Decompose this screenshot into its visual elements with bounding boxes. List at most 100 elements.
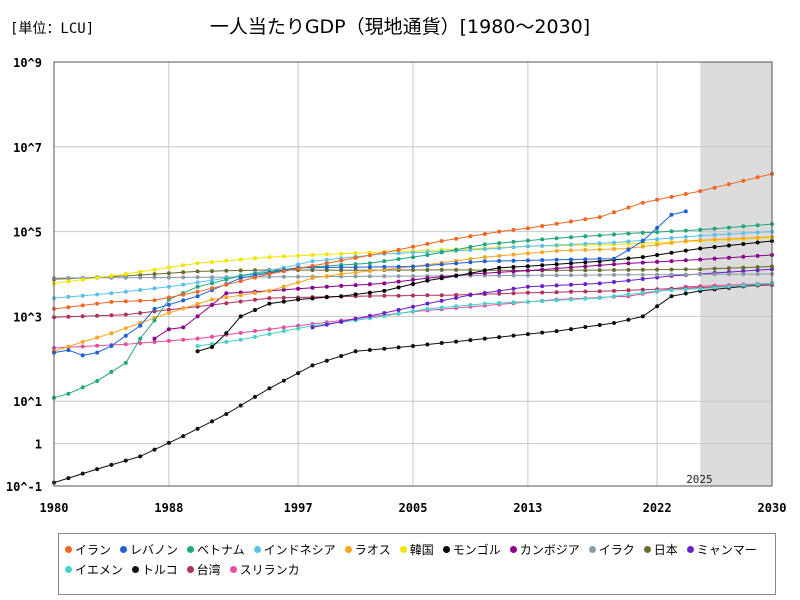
data-point bbox=[353, 316, 358, 321]
data-point bbox=[181, 337, 186, 342]
x-tick-label: 2005 bbox=[399, 501, 428, 515]
data-point bbox=[554, 236, 559, 241]
legend-item: レバノン bbox=[120, 539, 178, 559]
data-point bbox=[224, 268, 229, 273]
legend-item: ミャンマー bbox=[686, 539, 757, 559]
data-point bbox=[253, 308, 257, 312]
data-point bbox=[138, 311, 143, 315]
data-point bbox=[123, 342, 128, 347]
data-point bbox=[726, 272, 731, 277]
data-point bbox=[396, 345, 401, 350]
data-point bbox=[569, 261, 573, 266]
data-point bbox=[396, 251, 401, 256]
data-point bbox=[66, 348, 71, 353]
data-point bbox=[583, 282, 588, 287]
data-point bbox=[195, 289, 200, 294]
data-point bbox=[626, 256, 631, 261]
legend-label: イエメン bbox=[75, 562, 123, 577]
data-point bbox=[324, 284, 329, 289]
data-point bbox=[683, 209, 688, 214]
data-point bbox=[181, 325, 186, 330]
data-point bbox=[210, 281, 214, 286]
data-point bbox=[181, 292, 186, 297]
data-point bbox=[640, 244, 645, 249]
data-point bbox=[583, 264, 588, 269]
data-point bbox=[482, 336, 487, 341]
data-point bbox=[669, 240, 674, 245]
data-point bbox=[353, 255, 358, 260]
data-point bbox=[569, 289, 573, 294]
data-point bbox=[181, 282, 186, 287]
data-point bbox=[755, 253, 760, 258]
data-point bbox=[224, 291, 229, 296]
data-point bbox=[741, 178, 746, 183]
data-point bbox=[267, 386, 272, 391]
data-point bbox=[367, 294, 372, 298]
data-point bbox=[80, 385, 85, 390]
data-point bbox=[525, 284, 530, 289]
data-point bbox=[353, 262, 358, 267]
data-point bbox=[80, 277, 85, 282]
legend-item: イラン bbox=[65, 539, 111, 559]
data-point bbox=[626, 272, 631, 277]
data-point bbox=[324, 295, 329, 300]
data-point bbox=[726, 225, 731, 230]
data-point bbox=[253, 268, 257, 273]
data-point bbox=[166, 302, 171, 307]
data-point bbox=[482, 255, 487, 260]
data-point bbox=[525, 268, 530, 273]
data-point bbox=[554, 283, 559, 288]
data-point bbox=[181, 263, 186, 268]
data-point bbox=[569, 235, 573, 240]
data-point bbox=[468, 260, 473, 265]
data-point bbox=[741, 265, 746, 270]
data-point bbox=[296, 323, 301, 328]
legend-marker bbox=[65, 565, 72, 573]
data-point bbox=[683, 287, 688, 292]
data-point bbox=[612, 256, 616, 261]
data-point bbox=[367, 282, 372, 287]
data-point bbox=[166, 284, 171, 289]
data-point bbox=[468, 257, 473, 261]
data-point bbox=[80, 353, 85, 358]
legend-label: イラク bbox=[598, 542, 635, 557]
data-point bbox=[454, 261, 459, 266]
data-point bbox=[626, 317, 631, 322]
data-point bbox=[253, 334, 257, 339]
data-point bbox=[382, 314, 387, 318]
data-point bbox=[669, 259, 674, 264]
data-point bbox=[411, 274, 415, 279]
legend-marker bbox=[131, 565, 139, 573]
data-point bbox=[411, 304, 415, 309]
data-point bbox=[109, 273, 114, 278]
data-point bbox=[382, 311, 387, 315]
data-point bbox=[267, 301, 272, 306]
data-point bbox=[210, 342, 214, 346]
data-point bbox=[741, 254, 746, 259]
legend-item: 台湾 bbox=[186, 559, 221, 579]
data-point bbox=[683, 248, 688, 253]
data-point bbox=[238, 276, 243, 281]
data-point bbox=[511, 239, 516, 244]
chart-title: 一人当たりGDP（現地通貨）[1980～2030] bbox=[209, 16, 591, 38]
data-point bbox=[640, 200, 645, 205]
data-point bbox=[281, 378, 286, 383]
data-point bbox=[554, 248, 559, 253]
data-point bbox=[353, 349, 358, 354]
data-point bbox=[612, 262, 616, 267]
data-point bbox=[669, 236, 674, 240]
data-point bbox=[640, 277, 645, 281]
data-point bbox=[224, 412, 229, 416]
data-point bbox=[726, 237, 731, 241]
data-point bbox=[396, 307, 401, 312]
legend-item: ベトナム bbox=[187, 539, 245, 559]
data-point bbox=[741, 242, 746, 246]
data-point bbox=[583, 273, 588, 278]
chart-svg: 10^9 10^7 10^5 10^3 10^1 1 10^-1 1980 1988 1997 20… bbox=[6, 56, 787, 515]
data-point bbox=[525, 258, 530, 263]
data-point bbox=[195, 284, 200, 289]
data-point bbox=[626, 288, 631, 293]
data-point bbox=[439, 293, 444, 298]
legend-label: モンゴル bbox=[452, 542, 501, 557]
data-point bbox=[382, 346, 387, 351]
